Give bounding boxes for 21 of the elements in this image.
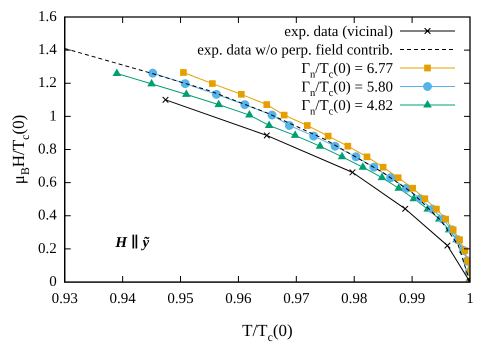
x-tick-label: 0.99 [398,290,426,307]
annotation: H ∥ ỹ [114,234,150,251]
y-tick-label: 1.6 [38,8,58,25]
y-axis-title: μBH/Tc(0) [9,114,32,184]
legend-label: exp. data w/o perp. field contrib. [197,42,394,58]
x-tick-label: 0.94 [110,290,136,307]
y-tick-label: 1.4 [38,42,58,58]
x-tick-label: 0.93 [52,290,78,307]
x-tick-label: 1 [466,290,474,307]
x-tick-label: 0.97 [283,290,310,307]
x-tick-label: 0.95 [167,290,194,307]
y-tick-label: 0 [49,274,57,290]
y-tick-label: 0.8 [38,141,57,158]
y-tick-label: 0.2 [38,240,57,257]
x-tick-label: 0.98 [341,290,368,307]
y-tick-label: 1 [49,108,57,124]
x-tick-label: 0.96 [225,290,252,307]
y-tick-label: 1.2 [38,75,57,92]
y-tick-label: 0.4 [38,208,58,224]
y-tick-label: 0.6 [38,174,58,191]
legend-label: exp. data (vicinal) [284,24,394,40]
